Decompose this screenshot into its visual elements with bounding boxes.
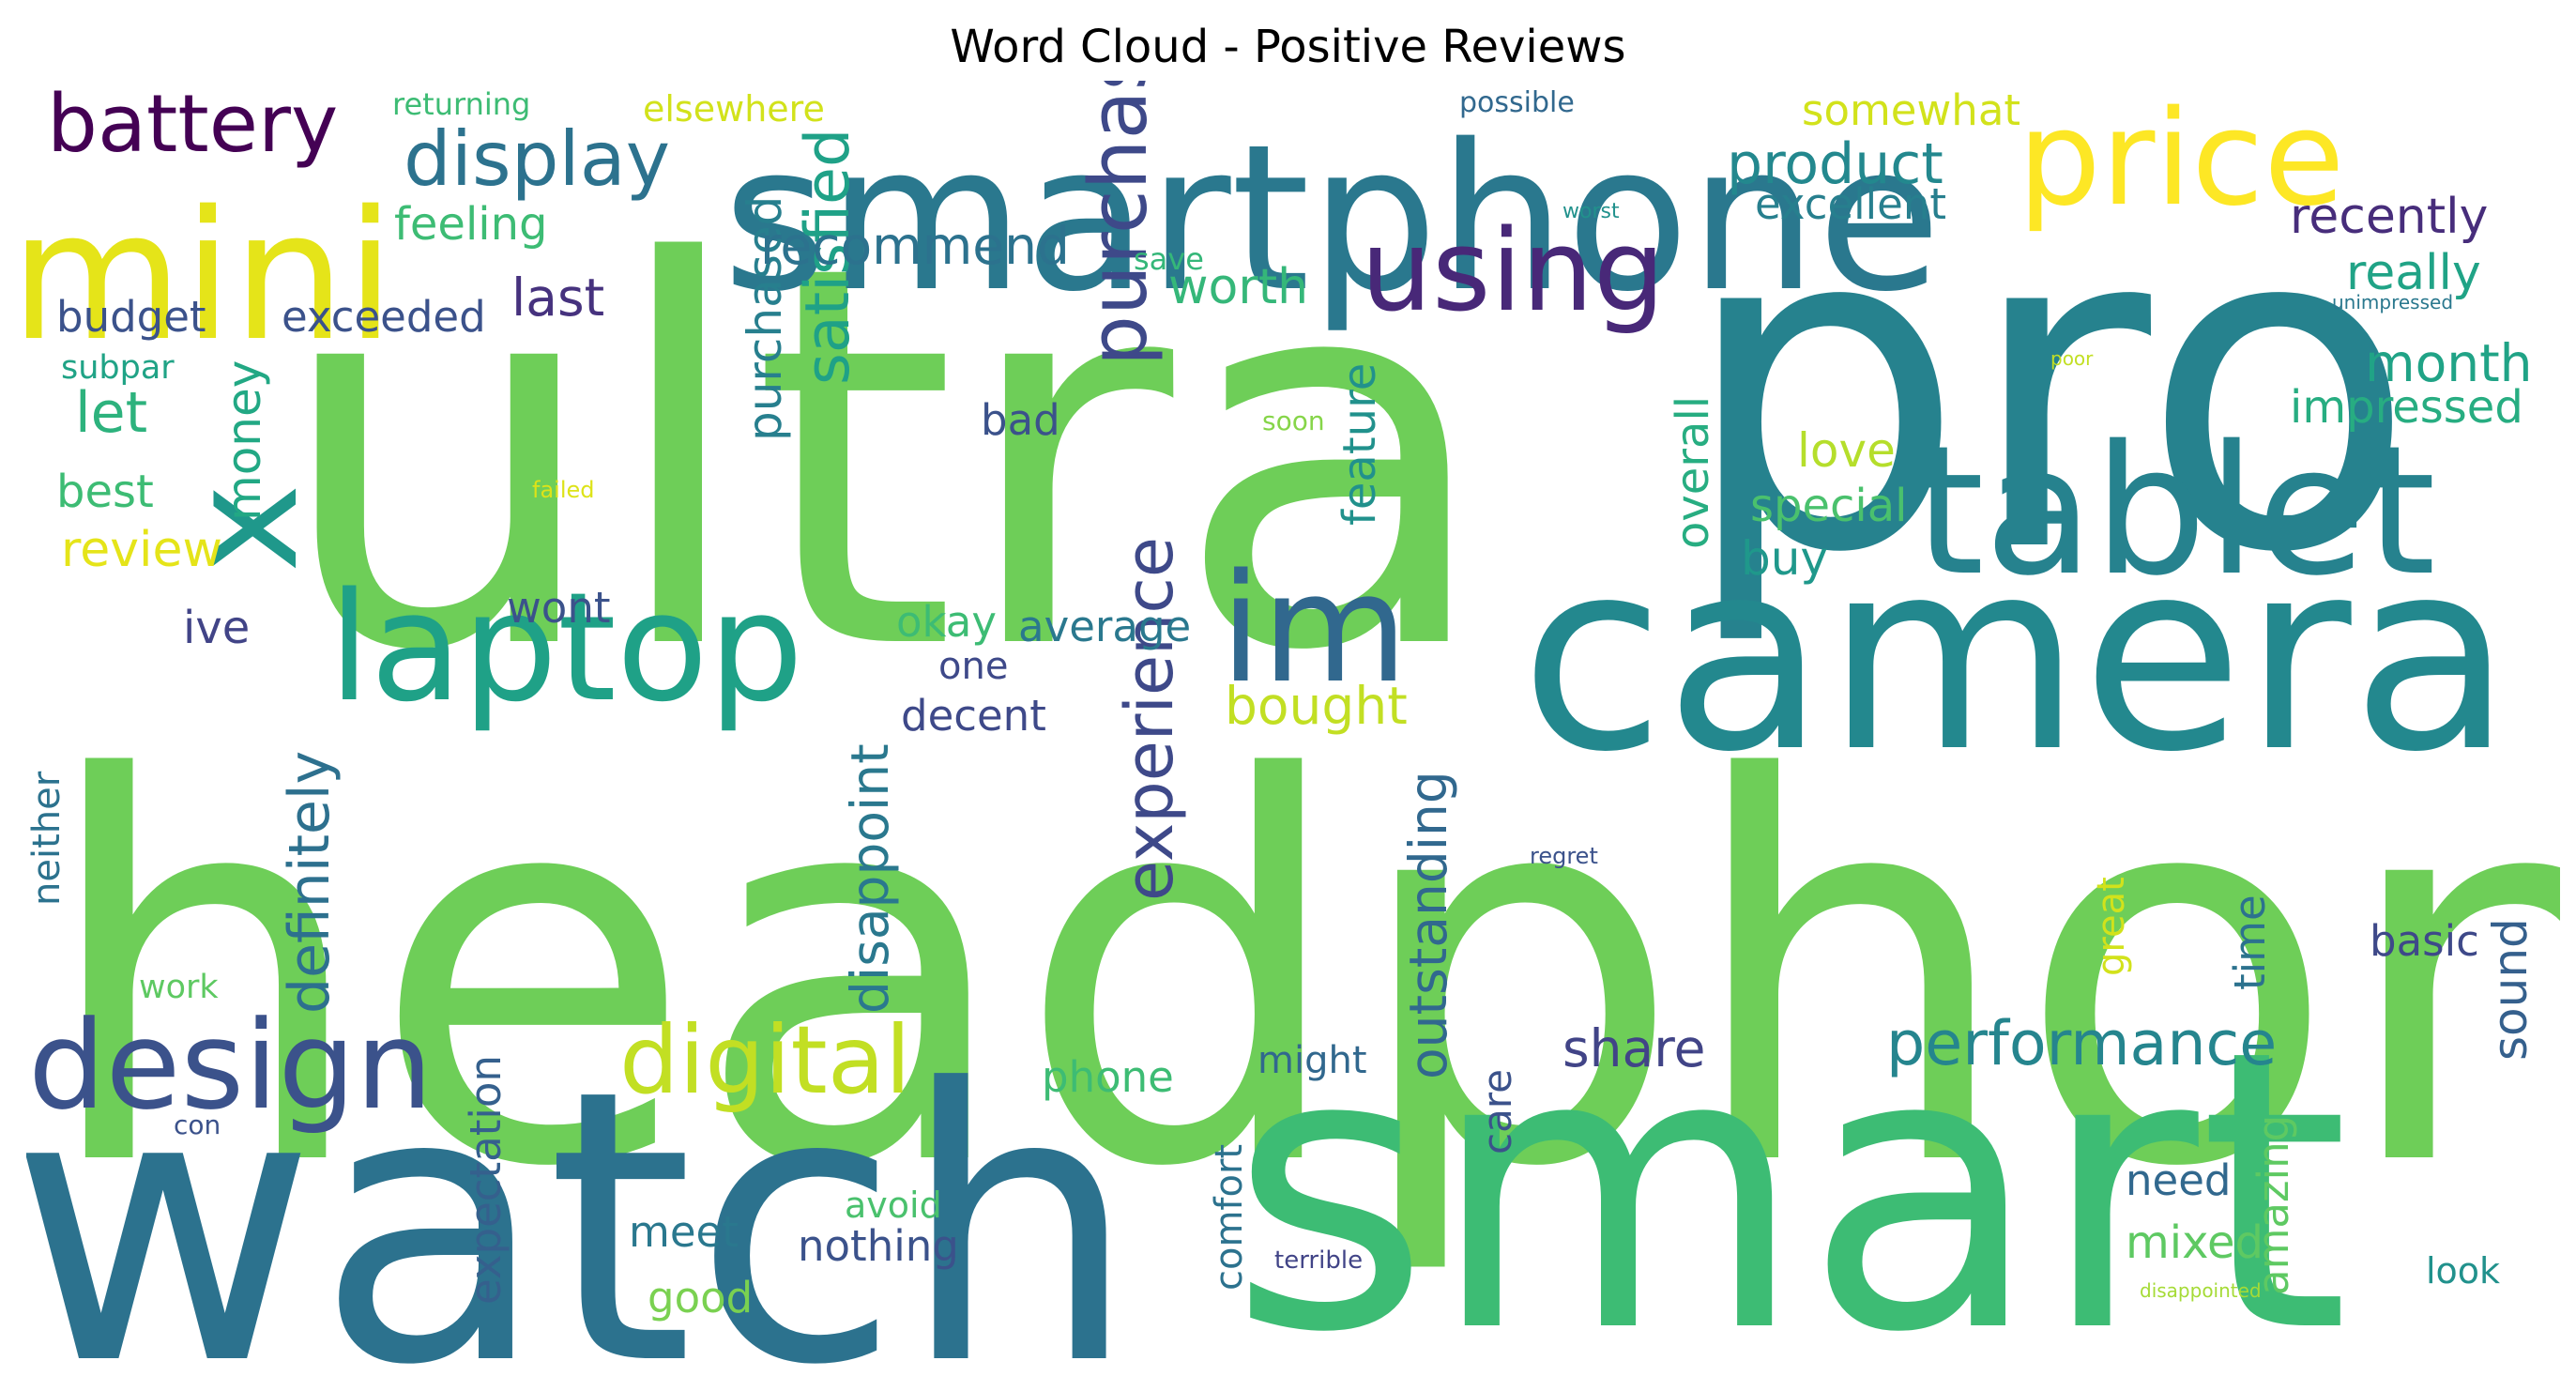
word-unimpressed: unimpressed	[2332, 291, 2454, 313]
word-meet: meet	[629, 1207, 739, 1257]
word-recommend: recommend	[760, 216, 1070, 276]
word-phone: phone	[1042, 1052, 1174, 1102]
word-good: good	[648, 1273, 754, 1322]
word-im: im	[1220, 541, 1409, 716]
word-design: design	[28, 994, 434, 1137]
word-bought: bought	[1225, 676, 1408, 736]
word-failed: failed	[532, 477, 595, 503]
word-wont: wont	[507, 583, 611, 633]
word-possible: possible	[1459, 86, 1575, 119]
word-save: save	[1134, 241, 1204, 277]
word-money: money	[217, 359, 271, 521]
word-expectation: expectation	[461, 1055, 511, 1305]
word-disappoint: disappoint	[840, 743, 900, 1014]
word-price: price	[2018, 83, 2345, 236]
word-headphone: headphone	[38, 670, 2560, 1282]
word-comfort: comfort	[1208, 1143, 1251, 1291]
word-avoid: avoid	[845, 1185, 942, 1226]
word-watch: watch	[26, 1011, 1138, 1376]
word-definitely: definitely	[277, 750, 343, 1014]
word-regret: regret	[1530, 843, 1598, 869]
word-bad: bad	[981, 395, 1060, 445]
word-look: look	[2426, 1250, 2501, 1292]
word-battery: battery	[47, 81, 339, 171]
word-neither: neither	[26, 771, 69, 906]
word-let: let	[75, 380, 148, 446]
chart-title: Word Cloud - Positive Reviews	[950, 21, 1626, 73]
word-really: really	[2346, 245, 2481, 301]
word-sound: sound	[2483, 918, 2538, 1061]
word-mini: mini	[26, 173, 396, 380]
word-amazing: amazing	[2248, 1114, 2298, 1295]
word-experience: experience	[1111, 537, 1188, 901]
word-soon: soon	[1262, 405, 1325, 436]
word-elsewhere: elsewhere	[643, 88, 825, 130]
word-care: care	[1474, 1068, 1520, 1154]
word-pro: pro	[1680, 127, 2417, 651]
word-nothing: nothing	[798, 1221, 959, 1271]
word-smart: smart	[1229, 968, 2350, 1376]
word-purchase: purchase	[1073, 81, 1166, 366]
word-best: best	[56, 466, 154, 518]
word-mixed: mixed	[2126, 1216, 2264, 1269]
word-disappointed: disappointed	[2140, 1279, 2262, 1302]
word-need: need	[2126, 1155, 2232, 1205]
word-camera: camera	[1520, 504, 2513, 810]
word-exceeded: exceeded	[282, 292, 486, 342]
word-feeling: feeling	[394, 198, 548, 251]
word-worth: worth	[1168, 259, 1309, 315]
word-recently: recently	[2290, 189, 2489, 245]
word-great: great	[2090, 877, 2133, 976]
word-using: using	[1361, 206, 1666, 337]
word-buy: buy	[1741, 531, 1829, 586]
word-excellent: excellent	[1755, 179, 1947, 229]
word-subpar: subpar	[61, 349, 175, 387]
word-ive: ive	[183, 602, 251, 654]
word-returning: returning	[392, 86, 531, 122]
word-impressed: impressed	[2290, 381, 2523, 434]
word-con: con	[174, 1109, 221, 1140]
word-terrible: terrible	[1274, 1246, 1364, 1275]
word-special: special	[1750, 480, 1908, 532]
word-work: work	[139, 969, 219, 1006]
word-smartphone: smartphone	[723, 100, 1942, 336]
word-okay: okay	[896, 597, 998, 647]
word-poor: poor	[2050, 347, 2094, 370]
word-ultra: ultra	[272, 154, 1496, 766]
word-average: average	[1018, 602, 1192, 651]
word-worst: worst	[1562, 200, 1620, 223]
word-feature: feature	[1334, 362, 1386, 526]
word-month: month	[2365, 333, 2533, 393]
word-one: one	[938, 645, 1009, 688]
word-time: time	[2225, 894, 2275, 990]
word-share: share	[1562, 1018, 1706, 1078]
word-somewhat: somewhat	[1802, 85, 2021, 135]
word-laptop: laptop	[328, 559, 804, 735]
word-might: might	[1258, 1039, 1367, 1082]
word-digital: digital	[619, 1005, 911, 1115]
word-basic: basic	[2370, 916, 2479, 966]
word-budget: budget	[56, 292, 206, 342]
word-overall: overall	[1667, 395, 1719, 549]
word-display: display	[404, 115, 671, 203]
word-love: love	[1797, 423, 1896, 478]
word-review: review	[61, 522, 222, 578]
word-outstanding: outstanding	[1398, 771, 1458, 1079]
word-last: last	[511, 268, 605, 328]
word-performance: performance	[1886, 1009, 2278, 1079]
word-tablet: tablet	[1914, 407, 2436, 615]
word-decent: decent	[901, 691, 1046, 741]
word-product: product	[1727, 131, 1943, 197]
